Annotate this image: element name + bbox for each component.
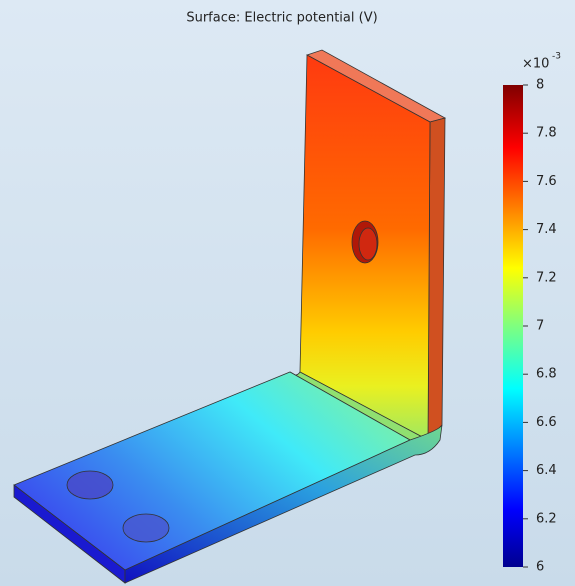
tick-label: 7 <box>536 319 544 334</box>
chart: Surface: Electric potential (V) ×10 -3 6… <box>0 0 575 586</box>
colorbar <box>503 85 523 567</box>
tick-label: 7.2 <box>536 270 557 285</box>
colorbar-exponent: -3 <box>552 52 561 62</box>
tick-label: 6.4 <box>536 463 557 478</box>
hole <box>67 471 113 499</box>
tick-label: 6.6 <box>536 415 557 430</box>
hole-inner <box>359 228 377 260</box>
tick-label: 8 <box>536 78 544 93</box>
colorbar-multiplier: ×10 <box>522 57 549 72</box>
tick-label: 7.6 <box>536 174 557 189</box>
chart-title: Surface: Electric potential (V) <box>186 11 377 26</box>
tick-label: 7.8 <box>536 126 557 141</box>
page: Surface: Electric potential (V) ×10 -3 6… <box>0 0 575 586</box>
tick-label: 6.8 <box>536 367 557 382</box>
tick-label: 6.2 <box>536 511 557 526</box>
tick-label: 7.4 <box>536 222 557 237</box>
tick-label: 6 <box>536 560 544 575</box>
hole <box>123 514 169 542</box>
side-face <box>428 118 445 440</box>
